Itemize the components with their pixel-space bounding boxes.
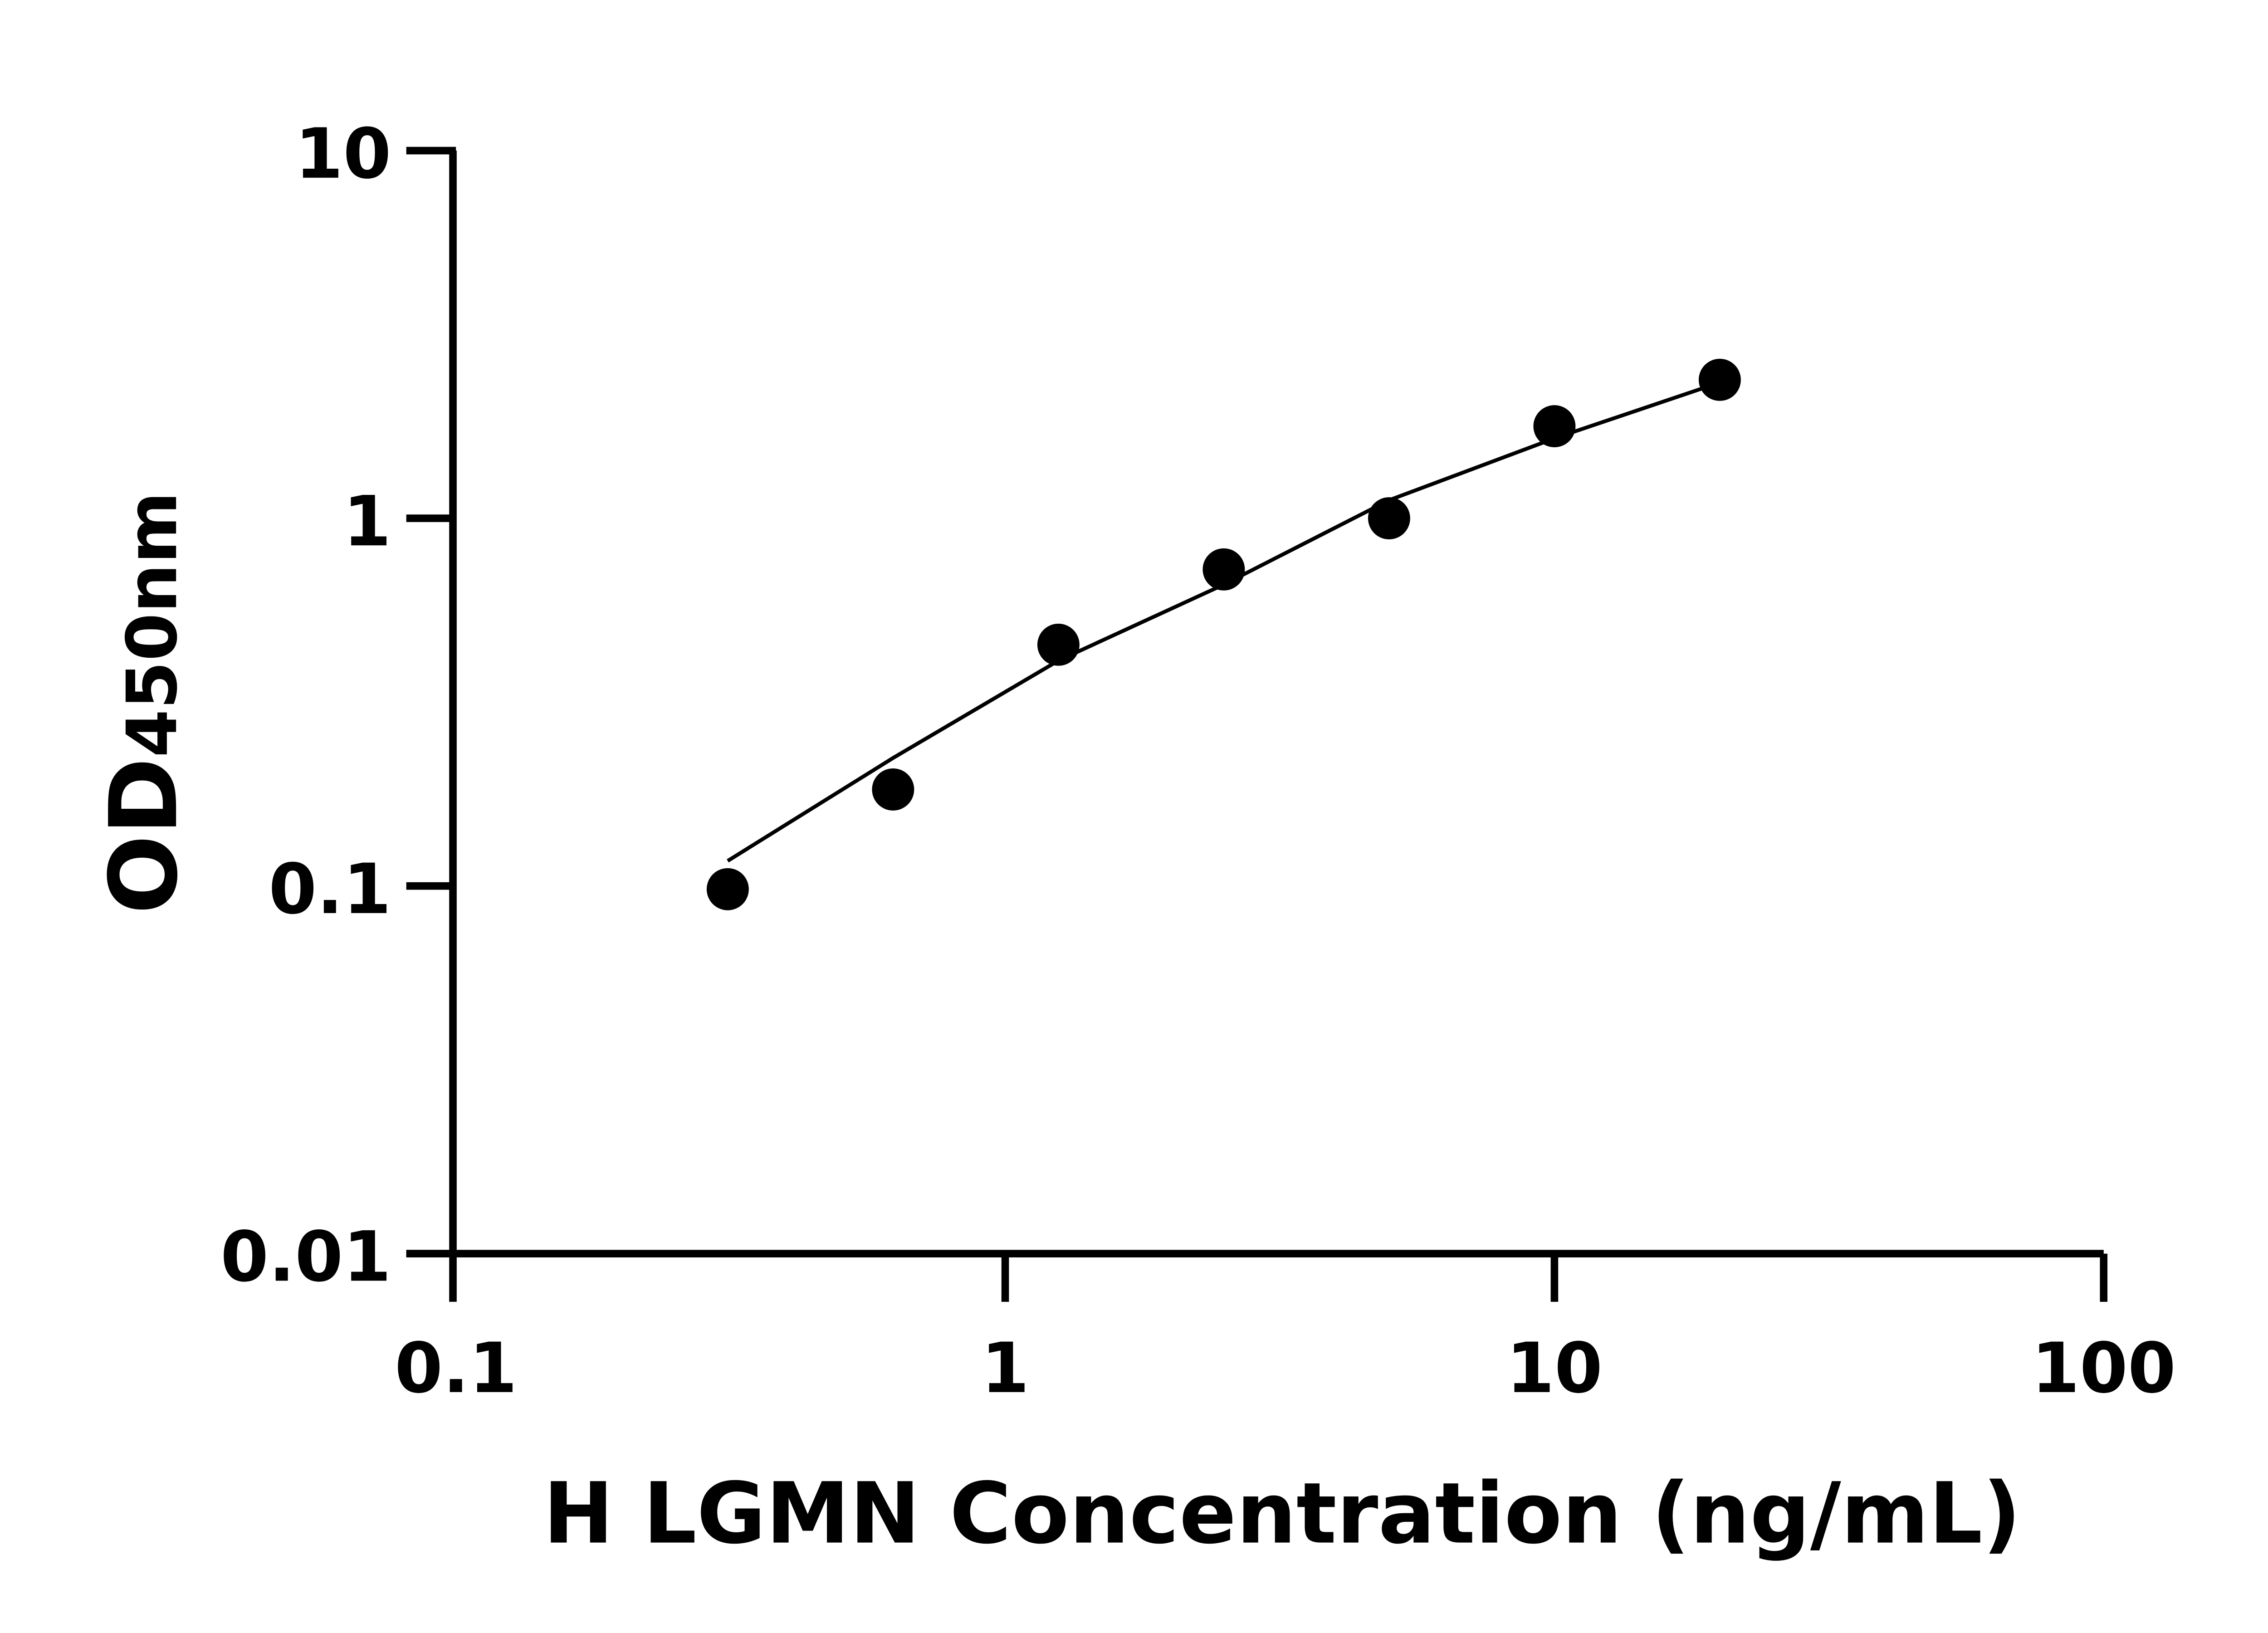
y-tick-labels: 0.01 0.1 1 10 bbox=[220, 113, 391, 1297]
x-tick-label: 10 bbox=[1506, 1328, 1603, 1408]
x-tick-label: 0.1 bbox=[395, 1328, 517, 1408]
data-point bbox=[1037, 623, 1080, 666]
data-point bbox=[706, 868, 749, 910]
y-axis-label: OD450nm bbox=[89, 492, 198, 914]
y-axis-label-sub: 450nm bbox=[112, 492, 192, 758]
x-tick-labels: 0.1 1 10 100 bbox=[395, 1328, 2176, 1408]
data-point bbox=[1533, 405, 1576, 448]
data-point bbox=[1368, 497, 1410, 540]
axes bbox=[406, 147, 2108, 1302]
data-point bbox=[1202, 548, 1245, 591]
y-tick-label: 0.1 bbox=[269, 849, 391, 929]
x-axis-label: H LGMN Concentration (ng/mL) bbox=[543, 1465, 2021, 1563]
y-axis-label-main: OD bbox=[89, 758, 198, 914]
y-tick-label: 10 bbox=[295, 113, 391, 194]
data-point bbox=[872, 768, 914, 811]
x-tick-label: 100 bbox=[2031, 1328, 2176, 1408]
data-points bbox=[706, 358, 1741, 910]
data-point bbox=[1698, 358, 1741, 401]
y-tick-label: 1 bbox=[343, 481, 391, 562]
x-tick-label: 1 bbox=[981, 1328, 1029, 1408]
y-tick-label: 0.01 bbox=[220, 1216, 391, 1297]
